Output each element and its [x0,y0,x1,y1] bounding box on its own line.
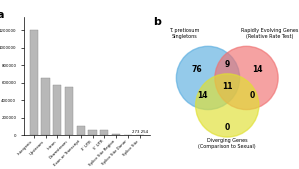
Text: b: b [153,17,161,27]
Bar [53,85,61,135]
Bar [100,130,109,135]
Text: 14: 14 [197,91,208,100]
Text: 0: 0 [225,123,230,132]
Circle shape [176,46,239,110]
Text: T. pretiosum
Singletons: T. pretiosum Singletons [170,28,200,39]
Text: 0: 0 [249,91,255,100]
Text: Rapidly Evolving Genes
(Relative Rate Test): Rapidly Evolving Genes (Relative Rate Te… [241,28,299,39]
Text: 273 254: 273 254 [132,130,148,134]
Text: 9: 9 [225,60,230,69]
Text: 76: 76 [192,65,202,74]
Text: 11: 11 [222,82,233,91]
Text: 14: 14 [252,65,263,74]
Circle shape [215,46,278,110]
Text: a: a [0,10,4,20]
Bar [89,130,97,135]
Circle shape [196,74,259,137]
Text: Diverging Genes
(Comparison to Sexual): Diverging Genes (Comparison to Sexual) [199,138,256,149]
Bar [30,30,38,135]
Bar [41,78,50,135]
Bar [77,126,85,135]
Bar [65,87,73,135]
